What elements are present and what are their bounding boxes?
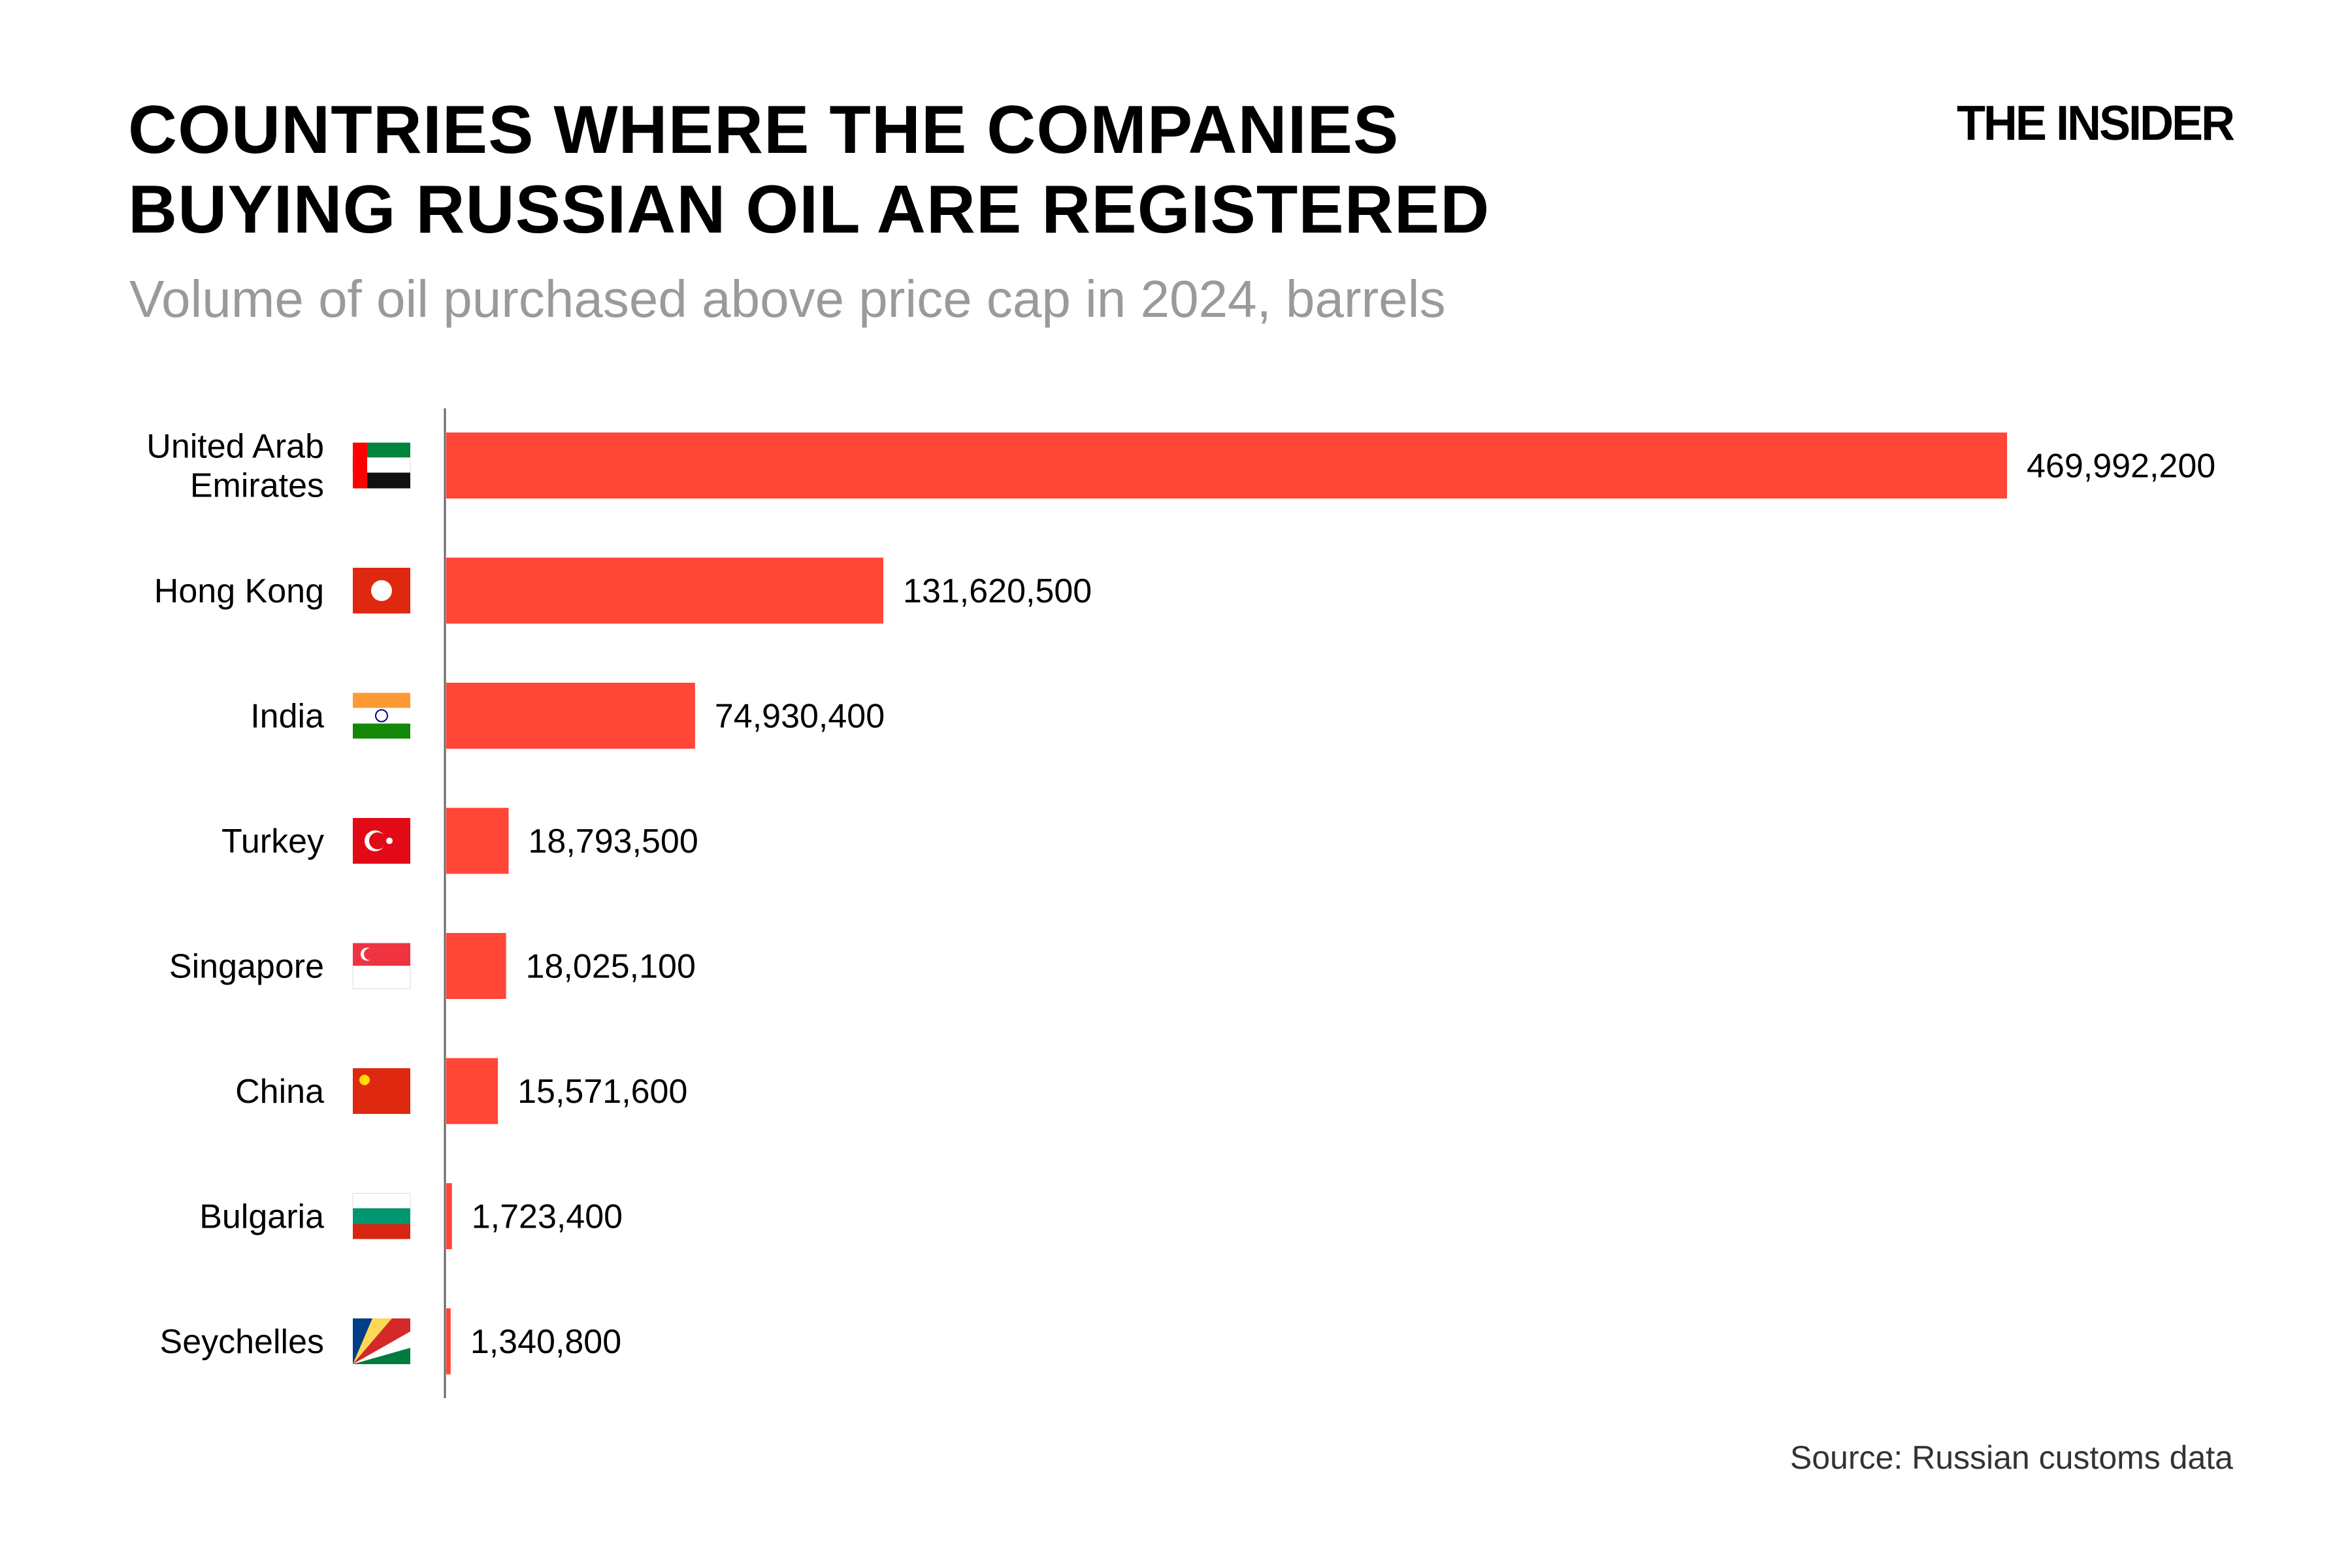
value-label: 15,571,600: [517, 1073, 687, 1111]
flag-uae-icon: [352, 442, 411, 489]
category-label: Turkey: [221, 823, 324, 860]
title-line-1: COUNTRIES WHERE THE COMPANIES: [128, 92, 1399, 168]
chart-title: COUNTRIES WHERE THE COMPANIES BUYING RUS…: [128, 90, 1490, 250]
value-label: 469,992,200: [2027, 448, 2215, 485]
value-label: 18,025,100: [526, 948, 696, 986]
bar-7: [446, 1308, 451, 1375]
bar-0: [446, 433, 2007, 498]
flag-singapore-icon: [352, 943, 411, 989]
chart-subtitle: Volume of oil purchased above price cap …: [129, 270, 1446, 328]
value-label: 74,930,400: [715, 698, 885, 736]
bar-2: [446, 683, 695, 749]
source-note: Source: Russian customs data: [1789, 1439, 2233, 1476]
category-label: India: [250, 698, 324, 736]
bar-4: [446, 933, 506, 999]
flag-india-icon: [353, 693, 410, 739]
category-label: Bulgaria: [199, 1198, 324, 1236]
flag-china-icon: [353, 1068, 410, 1114]
title-line-2: BUYING RUSSIAN OIL ARE REGISTERED: [128, 172, 1490, 248]
value-label: 131,620,500: [903, 572, 1092, 610]
bar-5: [446, 1058, 498, 1124]
value-label: 1,723,400: [472, 1198, 623, 1236]
category-label: United Arab Emirates: [146, 428, 324, 505]
category-label: China: [235, 1073, 324, 1111]
value-label: 18,793,500: [529, 823, 698, 860]
flag-bulgaria-icon: [352, 1193, 411, 1239]
category-label: Seychelles: [160, 1323, 324, 1361]
flag-turkey-icon: [353, 818, 410, 864]
the-insider-logo: THE INSIDER: [1956, 96, 2235, 151]
bar-6: [446, 1183, 452, 1249]
category-label: Singapore: [169, 948, 324, 986]
bar-1: [446, 557, 884, 624]
category-label: Hong Kong: [154, 572, 324, 610]
value-label: 1,340,800: [470, 1323, 621, 1361]
flag-seychelles-icon: [353, 1318, 410, 1364]
flag-hong-kong-icon: [353, 568, 410, 613]
bar-3: [446, 808, 509, 874]
